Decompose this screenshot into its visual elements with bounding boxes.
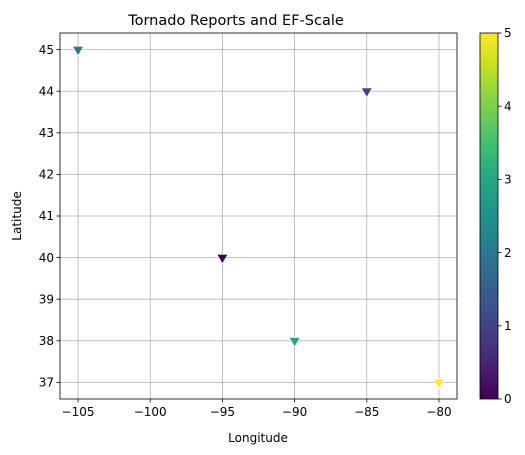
x-axis-label: Longitude [228, 431, 288, 445]
colorbar-ticks: 0 1 2 3 4 5 [498, 26, 512, 406]
y-tick-label: 38 [39, 334, 54, 348]
colorbar-tick-label: 1 [504, 319, 512, 333]
y-tick-label: 43 [39, 126, 54, 140]
tornado-marker [72, 46, 85, 57]
colorbar-tick-label: 5 [504, 26, 512, 40]
y-tick-label: 44 [39, 84, 54, 98]
data-points [72, 46, 445, 390]
tornado-marker [432, 378, 445, 390]
colorbar [479, 32, 499, 400]
y-axis-label: Latitude [10, 191, 24, 240]
x-tick-label: −100 [134, 405, 167, 419]
x-axis-ticks: −105 −100 −95 −90 −85 −80 [62, 399, 452, 419]
y-tick-label: 39 [39, 292, 54, 306]
tornado-marker [360, 87, 373, 98]
colorbar-tick-label: 2 [504, 246, 512, 260]
x-tick-label: −80 [426, 405, 451, 419]
colorbar-tick-label: 3 [504, 173, 512, 187]
tornado-marker [216, 253, 229, 265]
x-tick-label: −85 [354, 405, 379, 419]
grid-lines [60, 33, 457, 399]
x-tick-label: −95 [210, 405, 235, 419]
y-tick-label: 45 [39, 43, 54, 57]
colorbar-tick-label: 0 [504, 392, 512, 406]
colorbar-tick-label: 4 [504, 99, 512, 113]
y-tick-label: 40 [39, 251, 54, 265]
y-axis-ticks: 37 38 39 40 41 42 43 44 45 [39, 43, 60, 390]
y-tick-label: 37 [39, 376, 54, 390]
x-tick-label: −105 [62, 405, 95, 419]
chart-title: Tornado Reports and EF-Scale [127, 13, 344, 29]
x-tick-label: −90 [282, 405, 307, 419]
y-tick-label: 42 [39, 168, 54, 182]
tornado-marker [288, 337, 301, 348]
y-tick-label: 41 [39, 209, 54, 223]
